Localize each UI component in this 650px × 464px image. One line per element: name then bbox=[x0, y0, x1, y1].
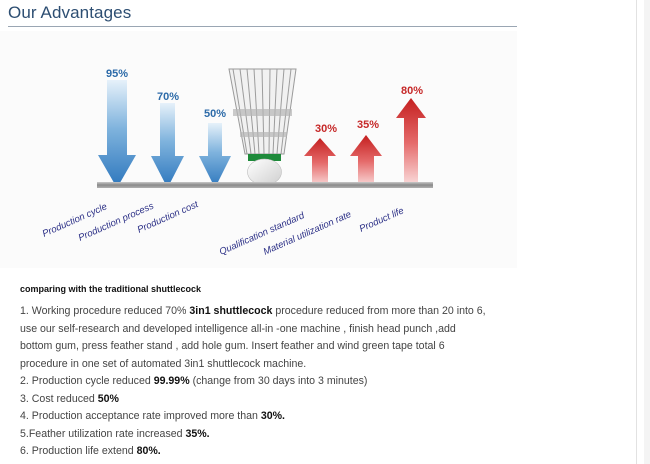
point-6: 6. Production life extend 80%. bbox=[20, 443, 520, 461]
percent-production-cost: 50% bbox=[204, 108, 226, 120]
point-6-highlight: 80%. bbox=[136, 445, 161, 457]
advantages-infographic: 95% 70% 50% bbox=[0, 31, 517, 268]
point-5-text: 5.Feather utilization rate increased bbox=[20, 427, 186, 440]
arrow-down-production-process bbox=[151, 103, 184, 188]
arrow-down-production-cycle bbox=[98, 80, 136, 188]
point-2-text: 2. Production cycle reduced bbox=[20, 375, 154, 387]
percent-product-life: 80% bbox=[401, 85, 423, 97]
arrow-up-material-utilization bbox=[350, 135, 382, 188]
point-1-text-cont: procedure reduced from more than 20 into… bbox=[272, 305, 486, 317]
point-3: 3. Cost reduced 50% bbox=[20, 391, 520, 409]
point-2-text-cont: (change from 30 days into 3 minutes) bbox=[189, 375, 368, 387]
point-3-highlight: 50% bbox=[97, 392, 119, 405]
comparison-subheading: comparing with the traditional shuttleco… bbox=[20, 284, 202, 294]
point-4-highlight: 30%. bbox=[260, 410, 286, 422]
point-5: 5.Feather utilization rate increased 35%… bbox=[20, 426, 520, 444]
point-5-highlight: 35%. bbox=[185, 427, 210, 440]
point-2: 2. Production cycle reduced 99.99% (chan… bbox=[20, 373, 520, 391]
sidebar-divider bbox=[636, 0, 637, 464]
point-2-highlight: 99.99% bbox=[153, 375, 190, 387]
point-4: 4. Production acceptance rate improved m… bbox=[20, 408, 520, 426]
point-1-highlight: 3in1 shuttlecock bbox=[189, 305, 273, 317]
percent-production-cycle: 95% bbox=[106, 68, 128, 80]
shuttlecock-icon bbox=[228, 68, 297, 186]
point-1-text: 1. Working procedure reduced 70% bbox=[20, 305, 190, 317]
point-3-text: 3. Cost reduced bbox=[20, 392, 98, 405]
percent-qualification-standard: 30% bbox=[315, 123, 337, 135]
percent-production-process: 70% bbox=[157, 91, 179, 103]
baseline-bar bbox=[97, 182, 433, 188]
point-1-line-2: use our self-research and developed inte… bbox=[20, 322, 456, 335]
point-4-text: 4. Production acceptance rate improved m… bbox=[20, 410, 261, 422]
point-6-text: 6. Production life extend bbox=[20, 445, 137, 457]
title-divider bbox=[8, 26, 517, 27]
arrow-down-production-cost bbox=[199, 123, 231, 188]
arrow-up-qualification-standard bbox=[304, 138, 336, 188]
point-1-line-1: 1. Working procedure reduced 70% 3in1 sh… bbox=[20, 303, 520, 321]
scrollbar-track[interactable] bbox=[644, 0, 650, 464]
point-1-line-3: bottom gum, press feather stand , add ho… bbox=[20, 340, 445, 352]
arrow-up-product-life bbox=[396, 98, 426, 188]
advantages-text: comparing with the traditional shuttleco… bbox=[20, 284, 520, 461]
page-title: Our Advantages bbox=[8, 3, 132, 22]
percent-material-utilization: 35% bbox=[357, 119, 379, 131]
point-1-line-4: procedure in one set of automated 3in1 s… bbox=[20, 357, 307, 370]
